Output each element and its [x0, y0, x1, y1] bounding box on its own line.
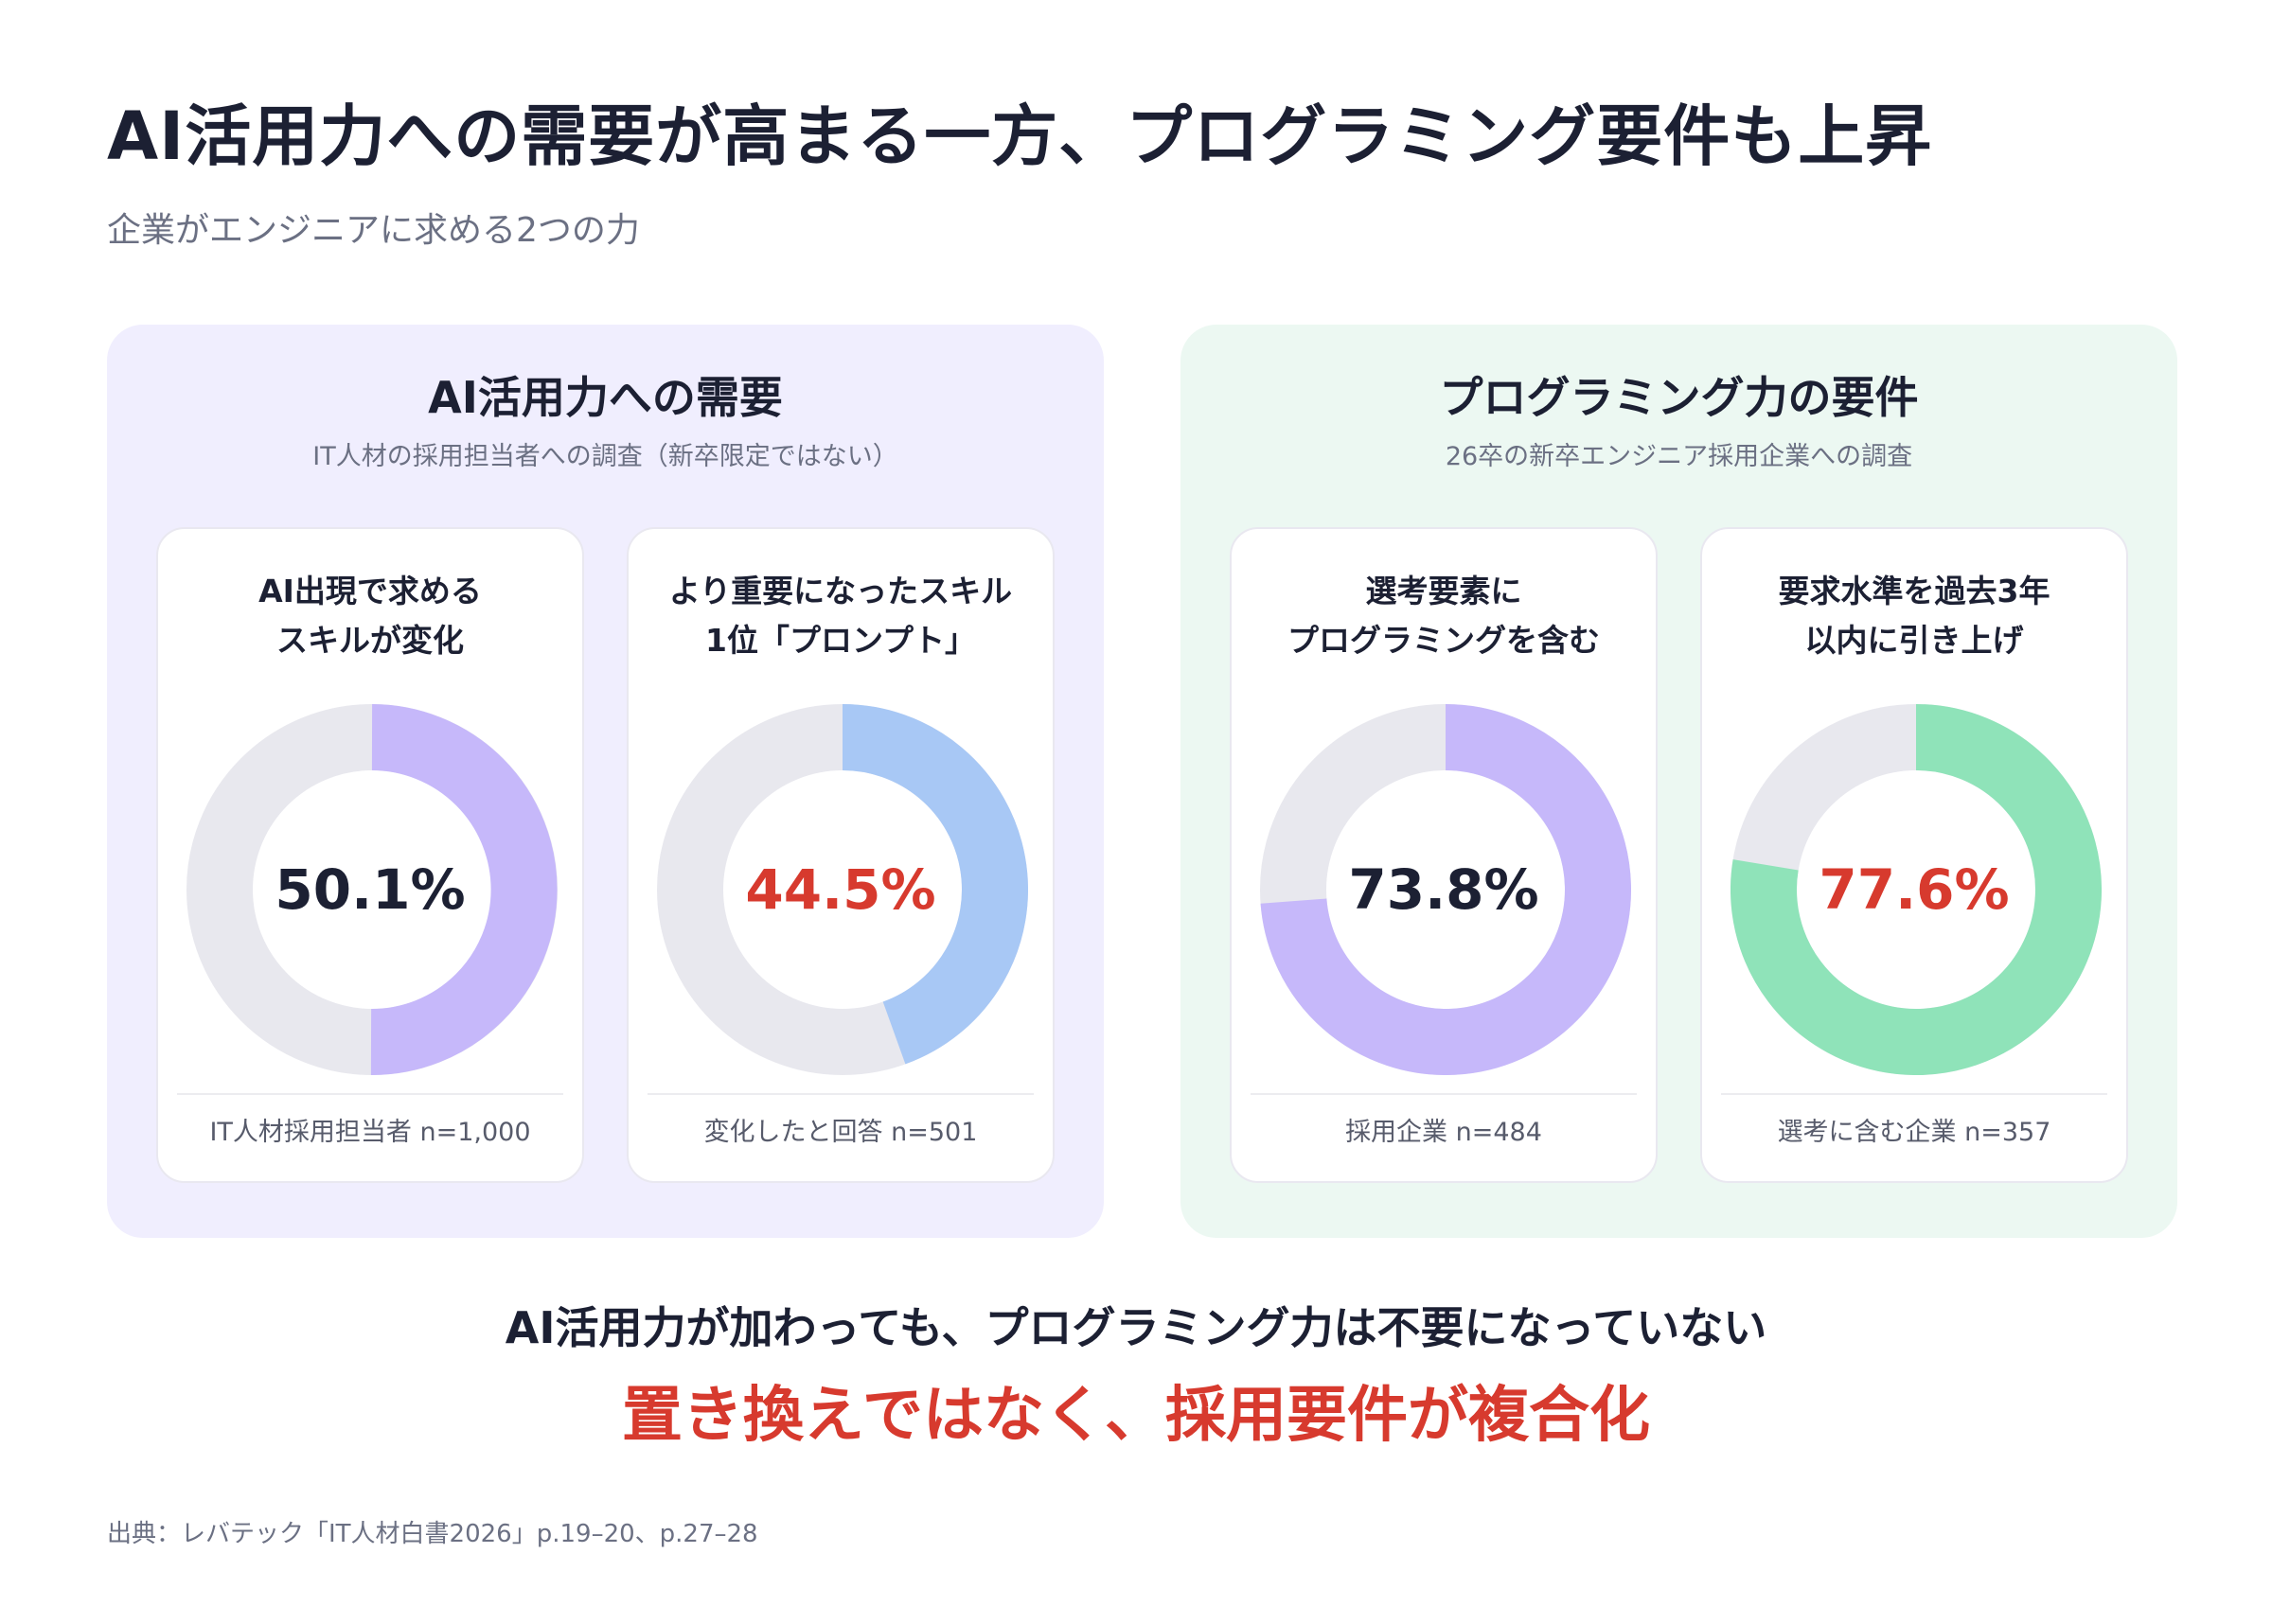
- chart-title: 選考要素に プログラミングを含む: [1241, 567, 1646, 665]
- conclusion-highlight: 置き換えではなく、採用要件が複合化: [621, 1381, 1651, 1451]
- sample-note: 選考に含む企業 n=357: [1777, 1118, 2051, 1147]
- donut-chart: [1731, 704, 2102, 1075]
- source-note: 出典：レバテック「IT人材白書2026」p.19–20、p.27–28: [107, 1520, 758, 1548]
- donut-chart: [657, 704, 1028, 1075]
- chart-title-line: AI出現で求める: [258, 573, 482, 609]
- donut-slice: [1260, 704, 1631, 1075]
- sample-note: IT人材採用担当者 n=1,000: [209, 1118, 531, 1147]
- panel-ai-demand: AI活用力への需要 IT人材の採用担当者への調査（新卒限定ではない） AI出現で…: [107, 325, 1104, 1238]
- sample-note: 採用企業 n=484: [1345, 1118, 1542, 1147]
- chart-title-line: スキルが変化: [276, 622, 464, 659]
- chart-title-line: 以内に引き上げ: [1804, 622, 2024, 659]
- panel-title: AI活用力への需要: [428, 372, 783, 423]
- divider: [1721, 1093, 2107, 1095]
- divider: [177, 1093, 563, 1095]
- donut-value-label: 73.8%: [1348, 857, 1539, 922]
- donut-slice: [370, 704, 558, 1075]
- donut-value-label: 77.6%: [1819, 857, 2010, 922]
- chart-title-line: 要求水準を過去3年: [1778, 573, 2050, 609]
- sample-note: 変化したと回答 n=501: [703, 1118, 978, 1147]
- page-subtitle: 企業がエンジニアに求める2つの力: [107, 211, 640, 250]
- chart-title: より重要になったスキル 1位「プロンプト」: [638, 567, 1043, 665]
- chart-title-line: プログラミングを含む: [1287, 622, 1600, 659]
- chart-title-line: より重要になったスキル: [668, 573, 1013, 609]
- conclusion-line: AI活用力が加わっても、プログラミング力は不要になっていない: [505, 1302, 1767, 1353]
- divider: [1251, 1093, 1637, 1095]
- donut-value-label: 44.5%: [745, 857, 936, 922]
- panel-title: プログラミング力の要件: [1439, 372, 1919, 423]
- chart-title: AI出現で求める スキルが変化: [168, 567, 573, 665]
- donut-value-label: 50.1%: [275, 857, 466, 922]
- panel-programming-requirement: プログラミング力の要件 26卒の新卒エンジニア採用企業への調査 選考要素に プロ…: [1180, 325, 2177, 1238]
- panel-subtitle: 26卒の新卒エンジニア採用企業への調査: [1445, 442, 1913, 471]
- donut-chart: [1260, 704, 1631, 1075]
- divider: [648, 1093, 1034, 1095]
- chart-title: 要求水準を過去3年 以内に引き上げ: [1712, 567, 2117, 665]
- chart-title-line: 1位「プロンプト」: [705, 622, 976, 659]
- donut-slice: [842, 704, 1028, 1065]
- chart-card: 選考要素に プログラミングを含む 73.8% 採用企業 n=484: [1230, 527, 1658, 1183]
- chart-card: 要求水準を過去3年 以内に引き上げ 77.6% 選考に含む企業 n=357: [1700, 527, 2128, 1183]
- donut-chart: [186, 704, 558, 1075]
- donut-slice: [1731, 704, 2102, 1075]
- chart-card: AI出現で求める スキルが変化 50.1% IT人材採用担当者 n=1,000: [156, 527, 584, 1183]
- panel-subtitle: IT人材の採用担当者への調査（新卒限定ではない）: [312, 442, 898, 471]
- chart-title-line: 選考要素に: [1365, 573, 1522, 609]
- chart-card: より重要になったスキル 1位「プロンプト」 44.5% 変化したと回答 n=50…: [627, 527, 1055, 1183]
- page-title: AI活用力への需要が高まる一方、プログラミング要件も上昇: [107, 97, 1933, 175]
